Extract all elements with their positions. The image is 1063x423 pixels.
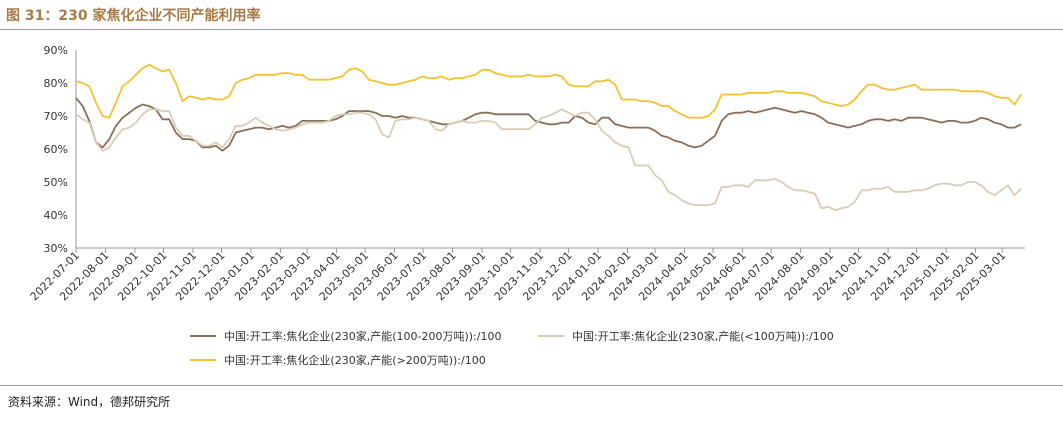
utilization-line-chart: 30% 40% 50% 60% 70% 80% 90% 2022-07-012022-08-… <box>28 44 1025 367</box>
y-tick-label: 30% <box>44 242 68 255</box>
series-lines <box>75 63 1022 212</box>
x-axis: 2022-07-012022-08-012022-09-012022-10-01… <box>28 247 1025 303</box>
y-tick-label: 60% <box>44 143 68 156</box>
y-tick-label: 80% <box>44 77 68 90</box>
legend-label-3: 中国:开工率:焦化企业(230家,产能(>200万吨)):/100 <box>224 353 486 367</box>
legend-label-1: 中国:开工率:焦化企业(230家,产能(100-200万吨)):/100 <box>224 329 501 343</box>
series-line-1 <box>75 97 1022 152</box>
y-tick-label: 70% <box>44 110 68 123</box>
figure-title-bar: 图 31：230 家焦化企业不同产能利用率 <box>0 0 1063 30</box>
legend-label-2: 中国:开工率:焦化企业(230家,产能(<100万吨)):/100 <box>572 329 834 343</box>
series-line-2 <box>75 108 1022 212</box>
y-tick-label: 50% <box>44 176 68 189</box>
figure-title: 图 31：230 家焦化企业不同产能利用率 <box>6 8 261 24</box>
y-tick-label: 90% <box>44 44 68 57</box>
top-divider <box>0 29 1063 30</box>
legend: 中国:开工率:焦化企业(230家,产能(100-200万吨)):/100 中国:开… <box>190 329 834 367</box>
bottom-divider <box>0 385 1063 386</box>
source-note: 资料来源：Wind，德邦研究所 <box>8 395 171 409</box>
y-tick-label: 40% <box>44 209 68 222</box>
series-line-3 <box>75 63 1022 119</box>
y-axis: 30% 40% 50% 60% 70% 80% 90% <box>44 44 77 255</box>
